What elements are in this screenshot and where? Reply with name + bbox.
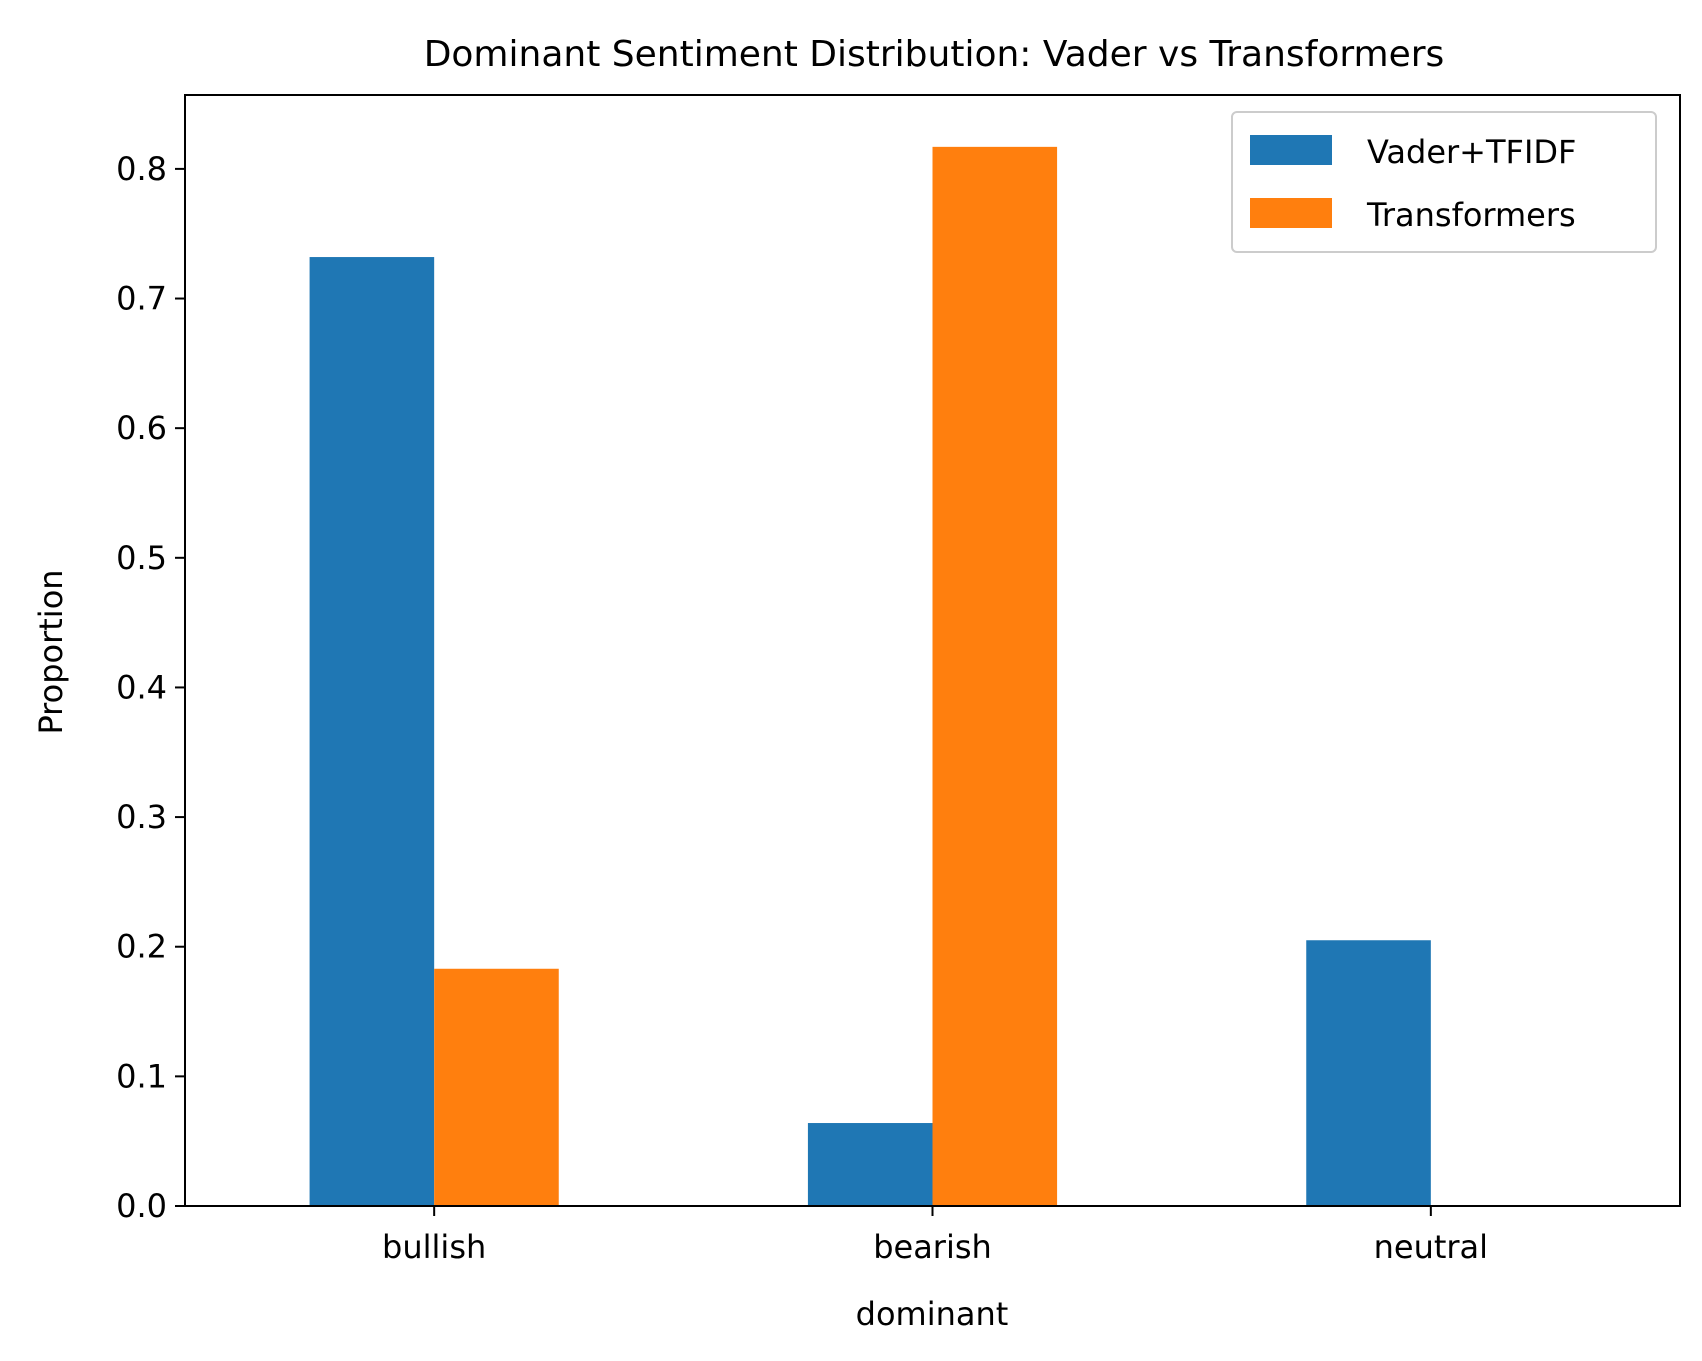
legend-label-transformers: Transformers: [1366, 196, 1576, 234]
legend-label-vader: Vader+TFIDF: [1367, 133, 1576, 171]
x-tick-label-bullish: bullish: [382, 1228, 486, 1266]
legend: Vader+TFIDF Transformers: [1231, 111, 1657, 253]
legend-frame: [1231, 111, 1657, 253]
y-tick-label: 0.5: [116, 539, 167, 577]
y-axis: 0.0 0.1 0.2 0.3 0.4 0.5 0.6 0.7 0.8: [116, 150, 185, 1225]
y-axis-label: Proportion: [32, 569, 70, 734]
chart-title: Dominant Sentiment Distribution: Vader v…: [424, 34, 1445, 75]
x-axis: bullish bearish neutral: [382, 1206, 1488, 1266]
bar-bullish-transformers: [434, 968, 559, 1206]
bar-bearish-vader-tfidf: [807, 1123, 933, 1206]
bars-group: [309, 146, 1431, 1206]
y-tick-label: 0.8: [116, 150, 167, 188]
y-tick-label: 0.0: [116, 1187, 167, 1225]
x-tick-label-neutral: neutral: [1374, 1228, 1488, 1266]
y-tick-label: 0.1: [116, 1057, 167, 1095]
y-tick-label: 0.3: [116, 798, 167, 836]
y-tick-label: 0.6: [116, 409, 167, 447]
y-tick-label: 0.4: [116, 668, 167, 706]
bar-neutral-vader-tfidf: [1306, 940, 1431, 1206]
legend-swatch-transformers: [1250, 198, 1332, 228]
legend-swatch-vader: [1250, 135, 1332, 165]
x-tick-label-bearish: bearish: [873, 1228, 992, 1266]
bar-bullish-vader-tfidf: [309, 257, 435, 1206]
y-tick-label: 0.7: [116, 280, 167, 318]
bar-bearish-transformers: [932, 146, 1058, 1206]
y-tick-label: 0.2: [116, 928, 167, 966]
x-axis-label: dominant: [856, 1295, 1009, 1333]
